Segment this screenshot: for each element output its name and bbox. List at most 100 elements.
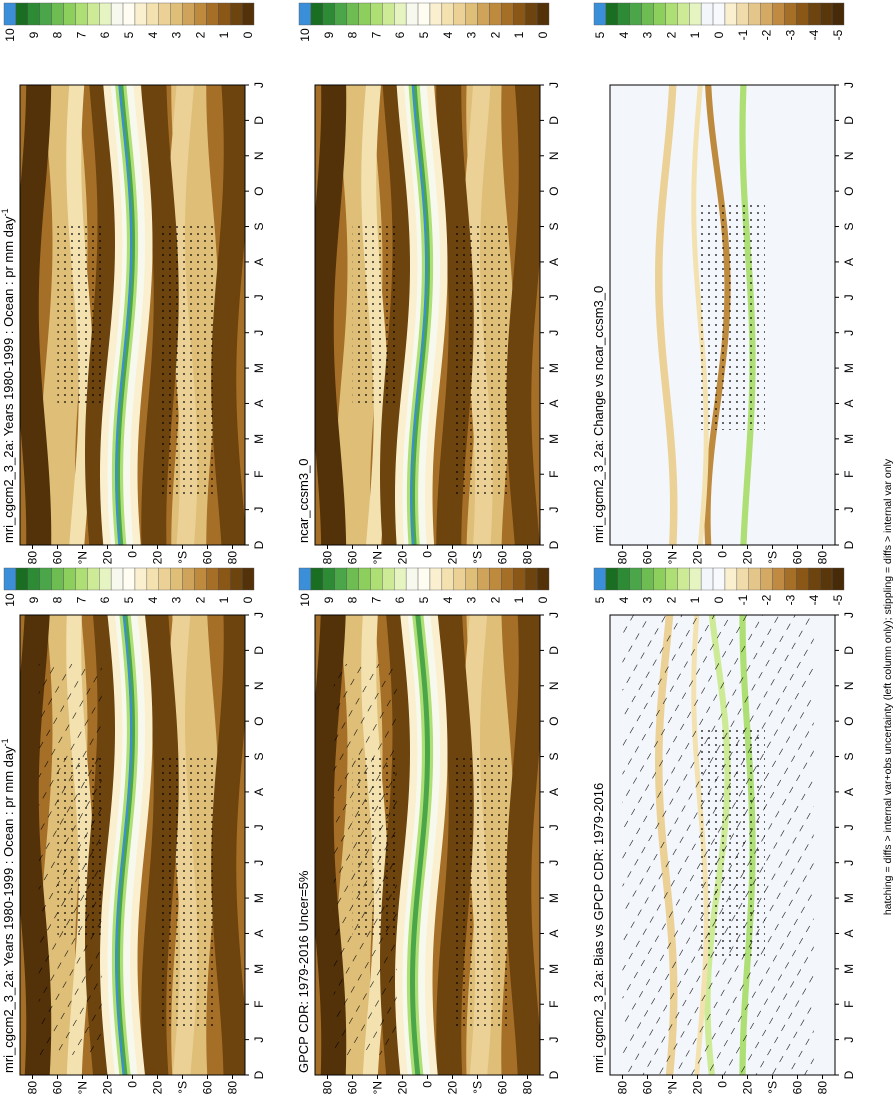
y-tick-label: 20 [446,1081,460,1095]
colorbar-label: 4 [146,596,160,603]
colorbar-box [110,567,124,591]
y-tick-label: 60 [641,1081,655,1095]
colorbar-box [310,567,324,591]
title-text: ncar_ccsm3_0 [296,458,311,543]
y-tick-label: °S [176,1081,190,1094]
x-tick-label: S [252,753,266,761]
y-tick-label: 60 [346,1081,360,1095]
colorbar-label: 0 [241,31,255,38]
contour-band [506,85,540,545]
colorbar-box [241,2,255,26]
x-tick-label: J [252,612,266,618]
colorbar-box [501,2,514,26]
contour-band [20,85,52,545]
colorbar-box [146,567,159,591]
colorbar-box [477,567,490,591]
x-tick-label: J [842,294,856,300]
y-tick-label: 20 [741,1081,755,1095]
colorbar-label: 9 [322,596,336,603]
colorbar-box [87,2,100,26]
field [315,615,540,1075]
colorbar-box [370,567,383,591]
colorbar-label: 1 [217,31,231,38]
x-tick-label: N [547,681,561,690]
y-tick-label: °N [666,551,680,564]
stippling [697,200,765,430]
colorbar-label: 1 [512,596,526,603]
x-tick-label: A [252,258,266,266]
y-tick-label: 20 [101,1081,115,1095]
x-tick-label: D [252,646,266,655]
colorbar-box [736,567,749,591]
colorbar-label: -5 [831,594,845,605]
contour-band [115,85,133,545]
y-tick-label: °N [371,551,385,564]
panel: mri_cgcm2_3_2a: Years 1980-1999 : Ocean … [0,2,266,565]
x-tick-label: N [547,151,561,160]
colorbar-box [63,2,76,26]
colorbar-box [134,567,148,591]
x-tick-label: N [842,151,856,160]
colorbar-box [605,2,619,26]
x-tick-label: D [252,1070,266,1079]
colorbar-box [501,567,514,591]
colorbar-box [206,567,219,591]
colorbar-box [524,567,538,591]
colorbar-box [27,567,40,591]
colorbar-label: -3 [783,594,797,605]
x-tick-label: J [252,294,266,300]
x-tick-label: J [252,82,266,88]
colorbar-box [796,567,809,591]
y-tick-label: °N [76,1081,90,1094]
colorbar-box [748,567,761,591]
colorbar-box [465,2,478,26]
title-superscript: -1 [0,208,10,216]
colorbar-box [712,567,726,591]
colorbar-box [122,567,136,591]
panel: mri_cgcm2_3_2a: Years 1980-1999 : Ocean … [0,567,266,1095]
colorbar-box [784,567,797,591]
colorbar-box [593,2,607,26]
colorbar-box [760,2,773,26]
colorbar-box [772,567,785,591]
x-tick-label: M [842,434,856,444]
colorbar-box [182,567,195,591]
colorbar-label: 4 [146,31,160,38]
x-tick-label: A [547,929,561,937]
y-tick-label: 0 [716,1081,730,1088]
colorbar-box [370,2,383,26]
colorbar-label: 9 [322,31,336,38]
contour-band [315,85,347,545]
x-tick-label: M [842,964,856,974]
x-tick-label: A [547,399,561,407]
panel: mri_cgcm2_3_2a: Bias vs GPCP CDR: 1979-2… [591,567,856,1095]
y-tick-label: 20 [101,551,115,565]
y-tick-label: 60 [346,551,360,565]
colorbar-label: 3 [170,596,184,603]
colorbar-label: 7 [369,31,383,38]
y-tick-label: 60 [51,551,65,565]
y-tick-label: 80 [321,551,335,565]
panel-title: mri_cgcm2_3_2a: Years 1980-1999 : Ocean … [0,738,16,1073]
x-tick-label: N [252,681,266,690]
colorbar-label: 2 [664,31,678,38]
y-tick-label: 80 [616,1081,630,1095]
contour-band [115,615,135,1075]
colorbar-label: 6 [98,596,112,603]
y-tick-label: 60 [791,1081,805,1095]
colorbar-box [605,567,619,591]
colorbar-box [417,567,431,591]
panel-title: ncar_ccsm3_0 [296,458,311,543]
colorbar-label: -4 [807,594,821,605]
colorbar-box [453,567,466,591]
colorbar-label: -2 [760,29,774,40]
colorbar-box [441,567,454,591]
x-tick-label: A [842,258,856,266]
y-tick-label: °S [471,1081,485,1094]
colorbar-box [310,2,324,26]
x-tick-label: D [547,540,561,549]
colorbar-box [405,567,419,591]
colorbar-box [394,567,407,591]
colorbar-box [15,567,29,591]
